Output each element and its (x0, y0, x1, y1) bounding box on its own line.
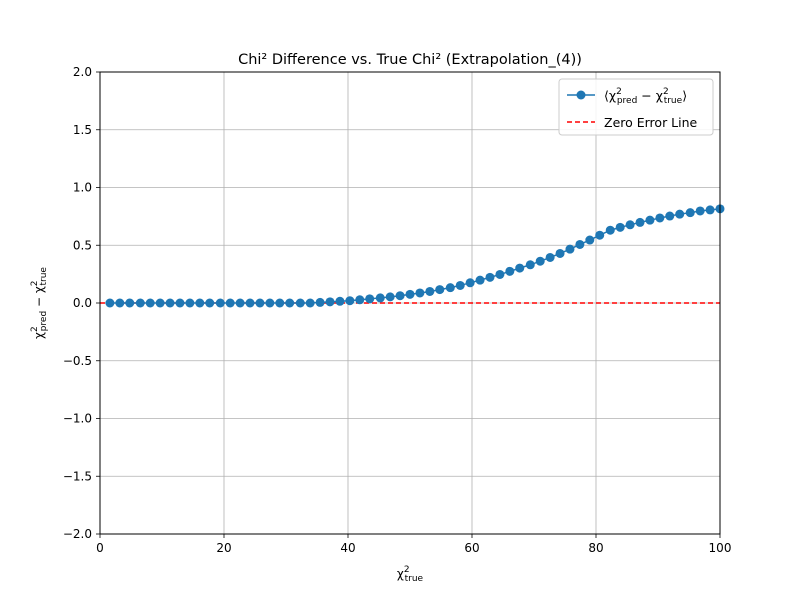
data-point-marker (545, 252, 555, 262)
legend: ⟨χ2 pred − χ2 true⟩ Zero Error Line (558, 78, 714, 136)
data-point-marker (445, 283, 455, 293)
data-point-marker (145, 298, 155, 308)
data-point-marker (385, 292, 395, 302)
data-point-marker (485, 272, 495, 282)
data-point-marker (535, 256, 545, 266)
data-point-marker (605, 225, 615, 235)
x-tick-label: 60 (464, 541, 479, 555)
legend-marker-mean-difference (576, 90, 586, 100)
data-point-marker (355, 295, 365, 305)
data-point-marker (315, 297, 325, 307)
data-point-marker (395, 291, 405, 301)
data-point-marker (335, 296, 345, 306)
data-point-marker (595, 230, 605, 240)
data-point-marker (135, 298, 145, 308)
data-point-marker (235, 298, 245, 308)
y-tick-label: −0.5 (63, 354, 92, 368)
data-point-marker (425, 286, 435, 296)
data-point-marker (165, 298, 175, 308)
data-point-marker (225, 298, 235, 308)
data-point-marker (105, 298, 115, 308)
y-tick-label: 1.0 (73, 181, 92, 195)
legend-label-mean-difference: ⟨χ2 pred − χ2 true⟩ (604, 87, 687, 106)
x-tick-label: 0 (96, 541, 104, 555)
data-point-marker (585, 235, 595, 245)
data-point-marker (665, 211, 675, 221)
x-tick-label: 100 (709, 541, 732, 555)
legend-label-zero-error: Zero Error Line (604, 115, 698, 130)
data-point-marker (685, 208, 695, 218)
data-point-marker (515, 263, 525, 273)
data-point-marker (705, 205, 715, 215)
data-point-marker (375, 293, 385, 303)
data-point-marker (285, 298, 295, 308)
data-point-marker (565, 244, 575, 254)
data-point-marker (475, 275, 485, 285)
data-point-marker (365, 294, 375, 304)
y-tick-label: −1.0 (63, 412, 92, 426)
x-axis-label: χ2 true (397, 565, 424, 584)
data-point-marker (435, 285, 445, 295)
data-point-marker (455, 280, 465, 290)
x-tick-label: 80 (588, 541, 603, 555)
data-point-marker (575, 239, 585, 249)
data-point-marker (615, 222, 625, 232)
y-axis-label: χ2pred − χ2true (30, 267, 49, 339)
data-point-marker (645, 215, 655, 225)
x-tick-label: 40 (340, 541, 355, 555)
data-point-marker (495, 269, 505, 279)
data-point-marker (695, 206, 705, 216)
data-point-marker (175, 298, 185, 308)
data-point-marker (465, 278, 475, 288)
data-point-marker (635, 217, 645, 227)
x-axis-ticks: 0 20 40 60 80 100 (96, 534, 731, 555)
data-point-marker (525, 260, 535, 270)
chart-title: Chi² Difference vs. True Chi² (Extrapola… (238, 52, 582, 68)
data-point-marker (655, 213, 665, 223)
y-tick-label: 0.5 (73, 238, 92, 252)
data-point-marker (305, 298, 315, 308)
data-point-marker (255, 298, 265, 308)
data-point-marker (275, 298, 285, 308)
data-point-marker (505, 266, 515, 276)
data-point-marker (215, 298, 225, 308)
x-tick-label: 20 (216, 541, 231, 555)
data-point-marker (195, 298, 205, 308)
data-point-marker (325, 297, 335, 307)
y-tick-label: −1.5 (63, 469, 92, 483)
y-tick-label: 2.0 (73, 65, 92, 79)
y-axis-ticks: −2.0 −1.5 −1.0 −0.5 0.0 0.5 1.0 1.5 2.0 (63, 65, 100, 541)
data-point-marker (295, 298, 305, 308)
data-point-marker (345, 296, 355, 306)
data-point-marker (265, 298, 275, 308)
data-point-marker (205, 298, 215, 308)
data-point-marker (125, 298, 135, 308)
data-point-marker (155, 298, 165, 308)
y-tick-label: −2.0 (63, 527, 92, 541)
data-point-marker (405, 289, 415, 299)
data-point-marker (245, 298, 255, 308)
data-point-marker (115, 298, 125, 308)
data-point-marker (555, 248, 565, 258)
legend-frame (558, 78, 714, 136)
y-tick-label: 1.5 (73, 123, 92, 137)
series-markers (105, 204, 725, 308)
data-point-marker (675, 209, 685, 219)
data-point-marker (625, 220, 635, 230)
data-point-marker (185, 298, 195, 308)
y-tick-label: 0.0 (73, 296, 92, 310)
data-point-marker (415, 288, 425, 298)
